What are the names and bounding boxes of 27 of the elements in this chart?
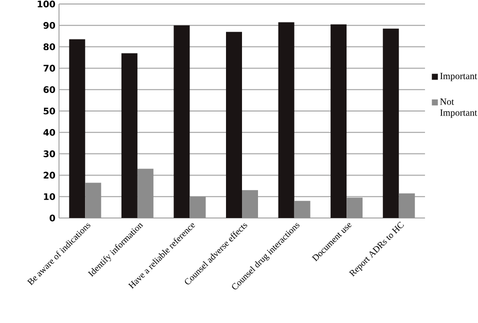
bar xyxy=(137,168,154,218)
bar xyxy=(278,22,294,218)
bar xyxy=(330,24,347,218)
y-tick-label: 10 xyxy=(44,193,56,200)
y-tick-label: 60 xyxy=(44,86,56,93)
legend-label: Not Important xyxy=(440,98,478,118)
bar xyxy=(121,53,138,218)
y-tick-label: 40 xyxy=(43,129,56,136)
y-tick-label: 0 xyxy=(50,214,56,222)
bar xyxy=(398,193,415,218)
bar xyxy=(294,200,310,218)
legend-label: Important xyxy=(440,72,478,82)
bar xyxy=(242,190,258,218)
y-tick-label: 20 xyxy=(44,172,56,179)
bar xyxy=(190,196,206,218)
bar xyxy=(69,39,86,218)
bar xyxy=(174,25,190,218)
bar xyxy=(85,182,102,218)
y-tick-label: 50 xyxy=(44,108,56,114)
bar xyxy=(226,32,242,218)
y-tick-label: 100 xyxy=(38,0,56,8)
bar xyxy=(346,198,363,218)
y-tick-label: 90 xyxy=(43,22,56,29)
y-tick-label: 80 xyxy=(44,43,56,50)
bar xyxy=(382,28,399,218)
y-tick-label: 30 xyxy=(44,150,56,158)
y-tick-label: 70 xyxy=(44,64,56,72)
